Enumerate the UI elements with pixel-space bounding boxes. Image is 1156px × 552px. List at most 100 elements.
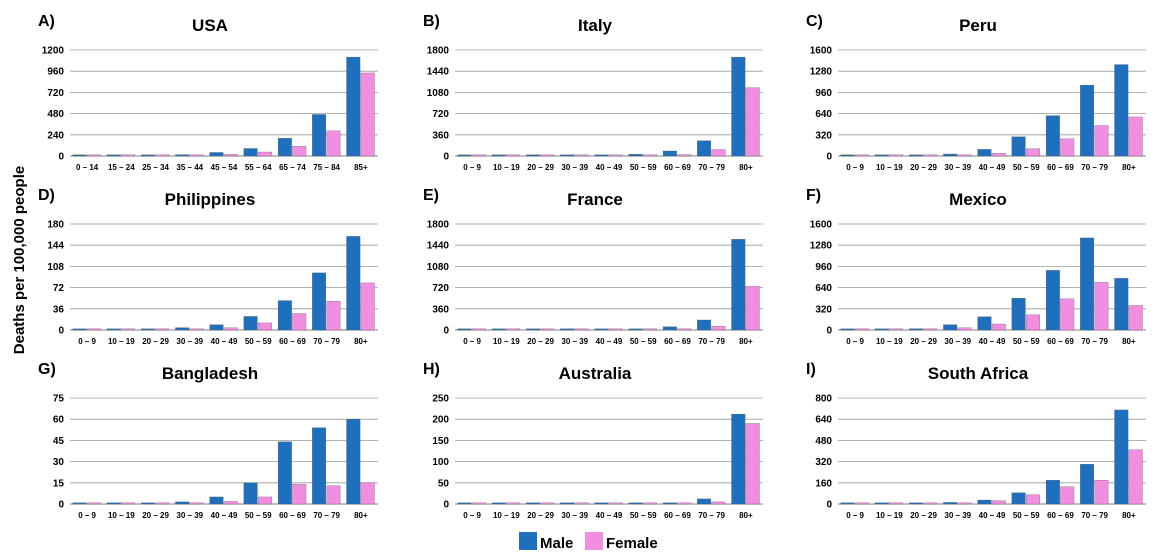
bar-female: [1026, 494, 1040, 505]
panel-letter: G): [38, 361, 56, 378]
x-tick-label: 60 – 69: [1047, 337, 1074, 346]
y-tick-label: 0: [826, 152, 832, 163]
y-tick-label: 75: [53, 394, 65, 405]
bar-male: [594, 154, 609, 157]
bar-female: [1026, 314, 1040, 331]
bar-female: [258, 151, 272, 157]
panel-letter: B): [423, 13, 440, 30]
y-tick-label: 720: [432, 109, 449, 120]
panel-letter: F): [806, 187, 821, 204]
bar-male: [209, 152, 224, 157]
y-tick-label: 250: [432, 394, 449, 405]
x-tick-label: 50 – 59: [245, 511, 272, 520]
bar-male: [840, 154, 855, 157]
panel-letter: H): [423, 361, 440, 378]
bar-female: [643, 154, 657, 157]
y-tick-label: 108: [47, 262, 64, 273]
x-tick-label: 10 – 19: [876, 163, 903, 172]
bar-male: [560, 154, 575, 157]
x-tick-label: 30 – 39: [561, 163, 588, 172]
x-tick-label: 35 – 44: [176, 163, 203, 172]
x-tick-label: 20 – 29: [910, 511, 937, 520]
x-tick-label: 50 – 59: [245, 337, 272, 346]
y-tick-label: 1600: [810, 220, 833, 231]
x-tick-label: 70 – 79: [1081, 337, 1108, 346]
bar-female: [1128, 116, 1143, 157]
bar-female: [292, 313, 307, 331]
bar-male: [526, 328, 540, 331]
legend-swatch-female: [585, 532, 603, 550]
x-tick-label: 70 – 79: [1081, 163, 1108, 172]
bar-male: [560, 328, 575, 331]
bar-male: [731, 56, 746, 157]
x-tick-label: 40 – 49: [211, 337, 238, 346]
x-tick-label: 40 – 49: [979, 163, 1006, 172]
bar-male: [457, 502, 472, 505]
bar-female: [889, 154, 904, 157]
y-tick-label: 1080: [427, 262, 450, 273]
y-tick-label: 480: [47, 109, 64, 120]
x-tick-label: 40 – 49: [596, 511, 623, 520]
bar-female: [292, 146, 307, 157]
bar-female: [711, 149, 726, 157]
bar-female: [745, 423, 760, 505]
bar-male: [277, 300, 292, 331]
y-tick-label: 72: [53, 283, 65, 294]
bar-female: [1094, 479, 1109, 505]
bar-male: [943, 502, 958, 505]
x-tick-label: 40 – 49: [979, 511, 1006, 520]
bar-male: [943, 153, 958, 157]
x-tick-label: 60 – 69: [1047, 163, 1074, 172]
x-tick-label: 80+: [1122, 337, 1136, 346]
bar-female: [745, 87, 760, 157]
bar-female: [540, 154, 555, 157]
x-tick-label: 10 – 19: [876, 337, 903, 346]
bar-male: [594, 502, 609, 505]
bar-male: [72, 502, 87, 505]
panel-title: Mexico: [949, 190, 1007, 209]
x-tick-label: 70 – 79: [313, 511, 340, 520]
bar-female: [86, 502, 101, 505]
x-tick-label: 70 – 79: [698, 163, 725, 172]
x-tick-label: 0 – 9: [846, 163, 864, 172]
panel-bangladesh: G) Bangladesh 0 15 30 45 60 75 0 – 9 10 – 19 20 – …: [38, 361, 378, 520]
y-tick-label: 320: [815, 304, 832, 315]
bar-female: [574, 502, 589, 505]
bar-male: [840, 502, 855, 505]
x-tick-label: 60 – 69: [664, 511, 691, 520]
bar-female: [360, 282, 375, 331]
bar-male: [175, 327, 190, 331]
x-tick-label: 0 – 9: [846, 511, 864, 520]
x-tick-label: 50 – 59: [630, 163, 657, 172]
bar-female: [155, 154, 170, 157]
bar-male: [560, 502, 575, 505]
x-tick-label: 40 – 49: [979, 337, 1006, 346]
bar-female: [923, 154, 938, 157]
legend: Male Female: [519, 532, 658, 552]
y-tick-label: 640: [815, 283, 832, 294]
bar-female: [155, 328, 170, 331]
bar-male: [1114, 64, 1129, 157]
x-tick-label: 10 – 19: [108, 337, 135, 346]
bar-female: [677, 502, 692, 505]
x-tick-label: 30 – 39: [944, 511, 971, 520]
x-tick-label: 40 – 49: [211, 511, 238, 520]
bar-male: [106, 154, 121, 157]
x-tick-label: 10 – 19: [493, 163, 520, 172]
panel-usa: A) USA 0 240 480 720 960 1200 0 – 14 15 – 24 25 – …: [38, 13, 378, 172]
x-tick-label: 50 – 59: [630, 337, 657, 346]
bar-male: [909, 328, 923, 331]
bar-male: [594, 328, 609, 331]
bar-female: [360, 482, 375, 505]
bar-female: [854, 502, 869, 505]
x-tick-label: 0 – 9: [78, 337, 96, 346]
y-tick-label: 0: [58, 326, 64, 337]
bar-female: [540, 502, 555, 505]
y-tick-label: 30: [53, 457, 65, 468]
bar-female: [326, 300, 341, 331]
y-tick-label: 150: [432, 436, 449, 447]
legend-swatch-male: [519, 532, 537, 550]
x-tick-label: 30 – 39: [944, 337, 971, 346]
x-tick-label: 30 – 39: [176, 511, 203, 520]
